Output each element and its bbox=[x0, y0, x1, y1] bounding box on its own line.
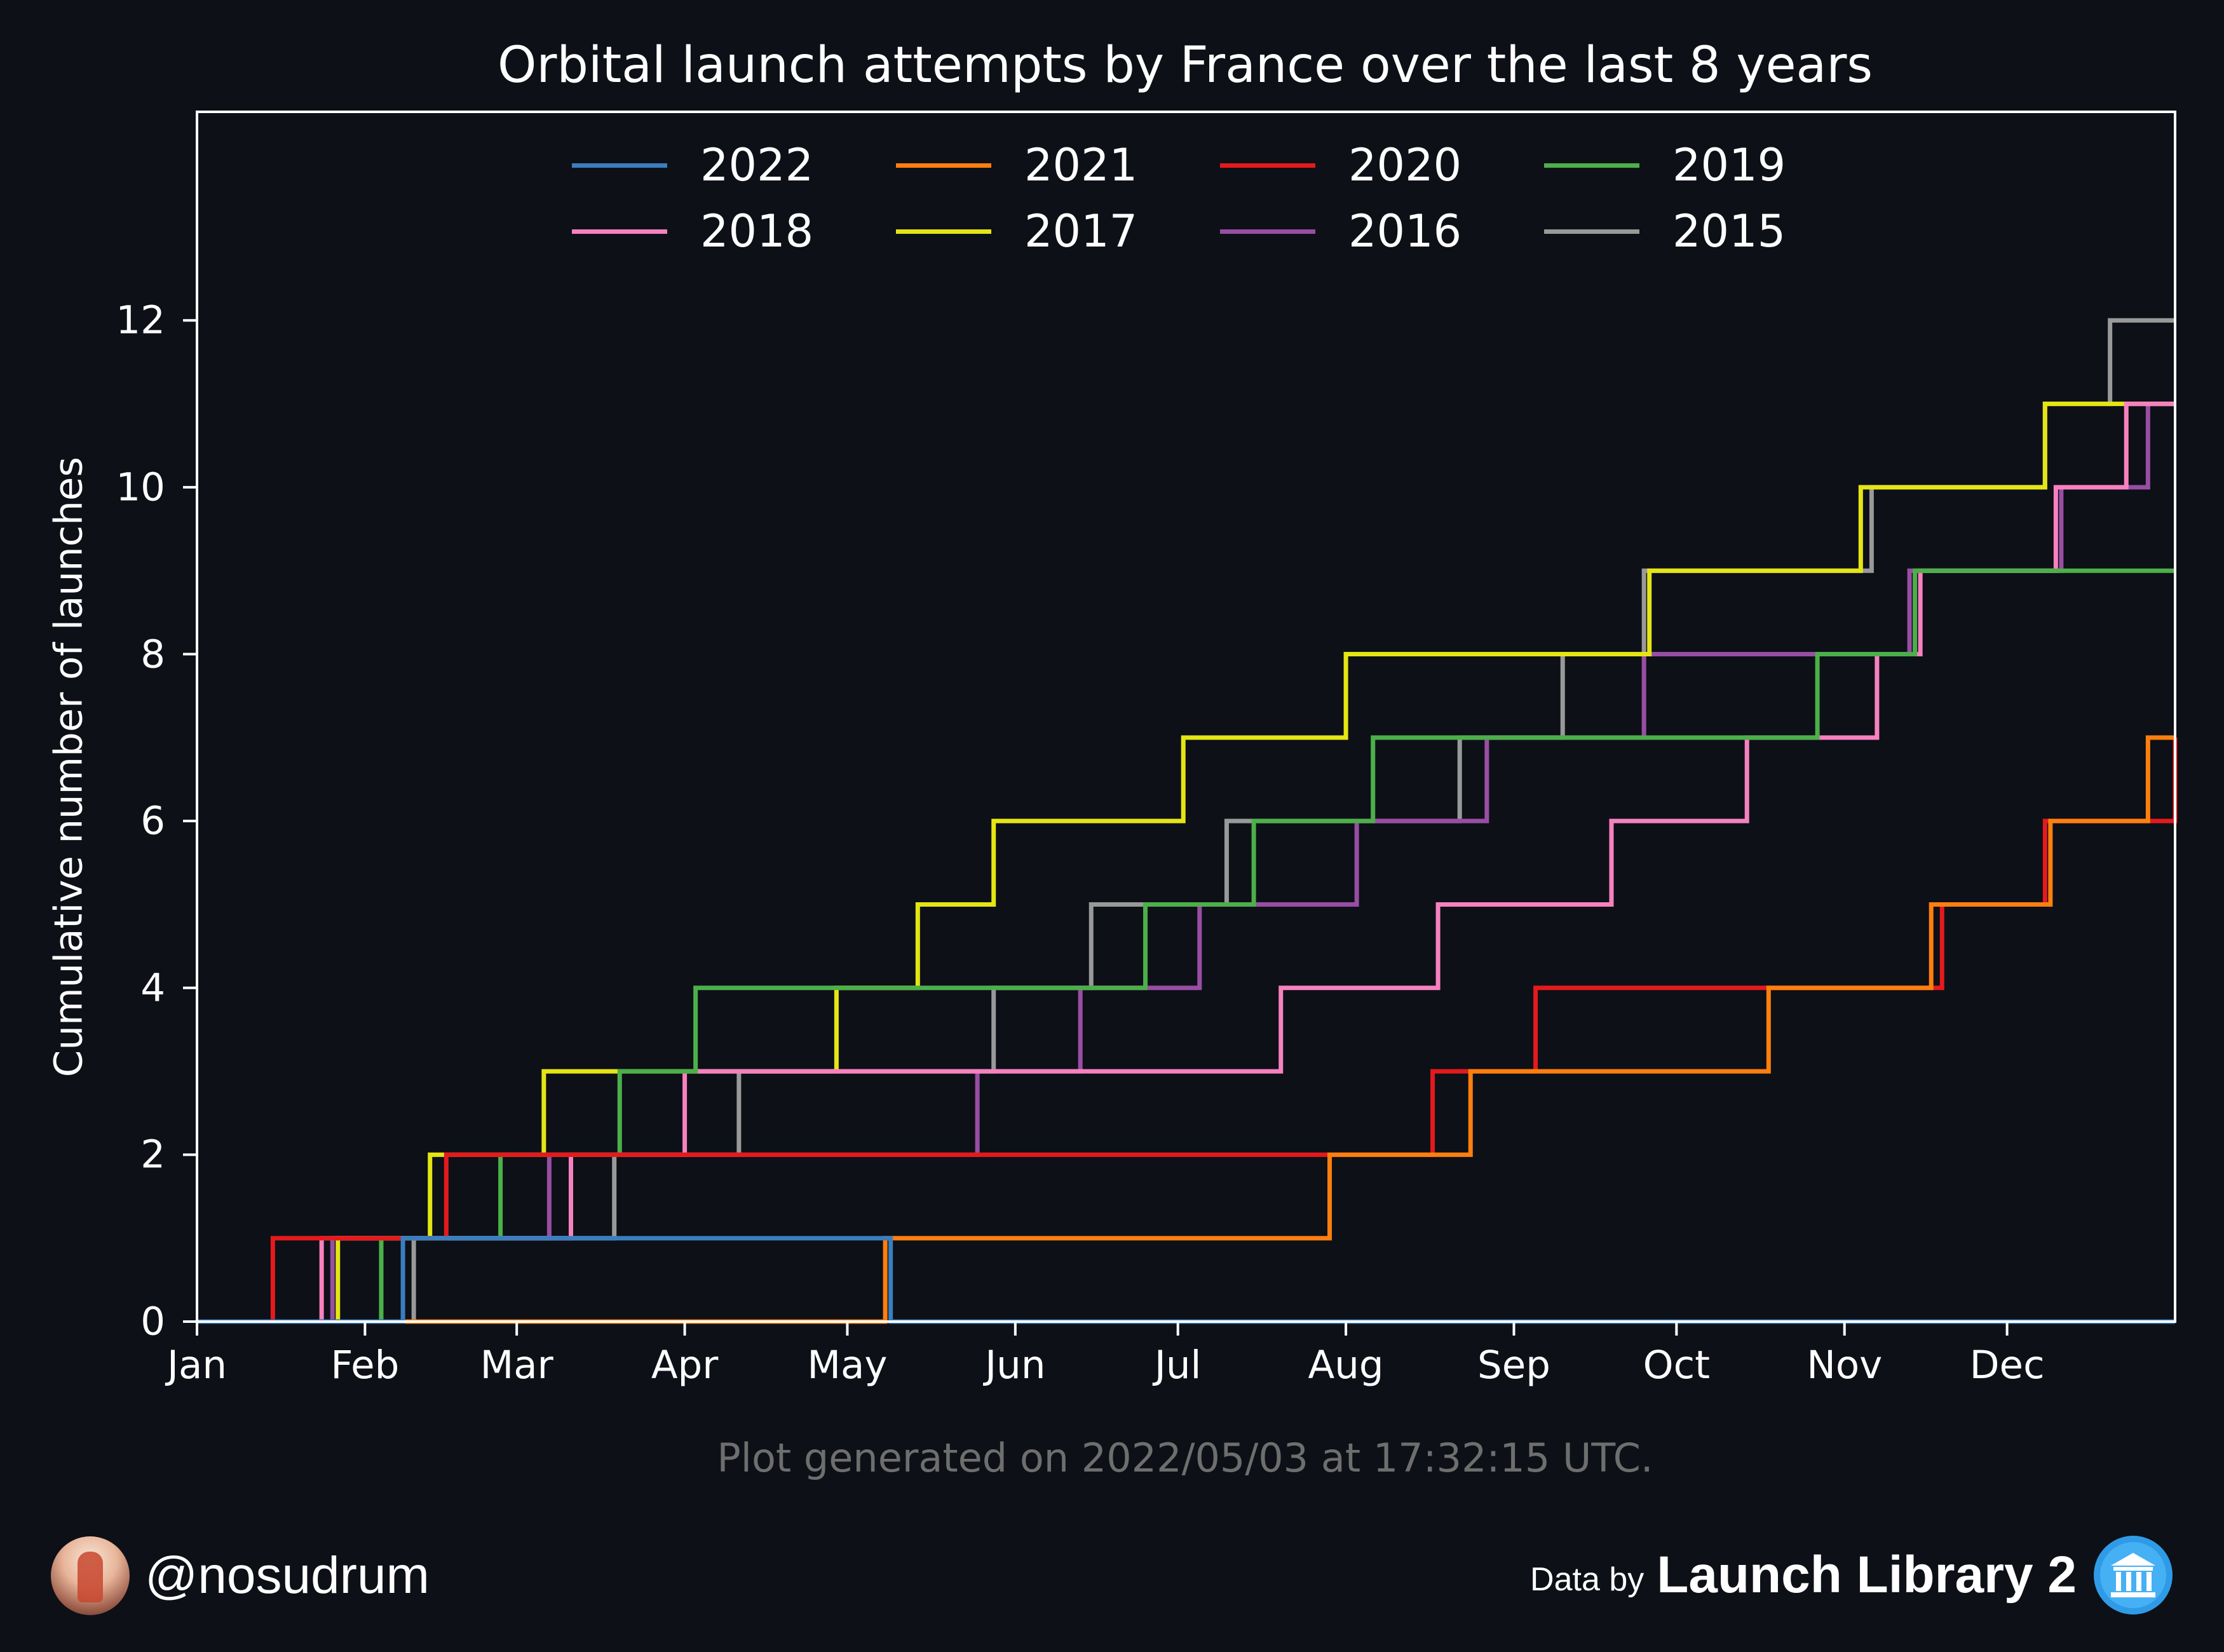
legend-item-2022: 2022 bbox=[572, 140, 813, 191]
series-line-2016 bbox=[197, 402, 2175, 1324]
x-tick-label-nov: Nov bbox=[1807, 1343, 1883, 1388]
x-tick-label-mar: Mar bbox=[480, 1343, 553, 1388]
legend-label-2016: 2016 bbox=[1348, 205, 1462, 257]
author-handle: @nosudrum bbox=[51, 1536, 430, 1615]
legend-swatch-2019 bbox=[1544, 163, 1639, 168]
x-tick-label-jun: Jun bbox=[985, 1343, 1046, 1388]
series-line-2021 bbox=[197, 735, 2175, 1324]
y-tick-label-6: 6 bbox=[140, 798, 165, 844]
series-line-2018 bbox=[197, 402, 2175, 1324]
legend-item-2016: 2016 bbox=[1220, 206, 1461, 257]
credit-name: Launch Library 2 bbox=[1657, 1546, 2077, 1604]
legend-swatch-2018 bbox=[572, 229, 667, 234]
x-tick-label-dec: Dec bbox=[1969, 1343, 2045, 1388]
legend-label-2022: 2022 bbox=[700, 139, 814, 191]
legend-swatch-2016 bbox=[1220, 229, 1315, 234]
legend-item-2018: 2018 bbox=[572, 206, 813, 257]
y-tick-label-8: 8 bbox=[140, 632, 165, 677]
astronaut-avatar-icon bbox=[51, 1536, 130, 1615]
x-tick-label-aug: Aug bbox=[1308, 1343, 1384, 1388]
chart-legend: 2022 2021 2020 2019 2018 2017 2016 2015 bbox=[572, 140, 1843, 267]
legend-label-2021: 2021 bbox=[1024, 139, 1138, 191]
series-line-2017 bbox=[197, 402, 2175, 1324]
legend-item-2015: 2015 bbox=[1544, 206, 1786, 257]
x-tick-label-feb: Feb bbox=[330, 1343, 400, 1388]
data-credit: Data by Launch Library 2 bbox=[1530, 1534, 2174, 1616]
handle-text: @nosudrum bbox=[145, 1547, 430, 1604]
series-line-2020 bbox=[197, 737, 2178, 1324]
legend-label-2020: 2020 bbox=[1348, 139, 1462, 191]
footnote: Plot generated on 2022/05/03 at 17:32:15… bbox=[717, 1435, 1653, 1481]
x-tick-label-may: May bbox=[807, 1343, 888, 1388]
legend-item-2021: 2021 bbox=[896, 140, 1137, 191]
y-tick-label-4: 4 bbox=[140, 965, 165, 1011]
legend-label-2017: 2017 bbox=[1024, 205, 1138, 257]
legend-label-2019: 2019 bbox=[1672, 139, 1786, 191]
legend-swatch-2017 bbox=[896, 229, 991, 234]
legend-label-2015: 2015 bbox=[1672, 205, 1786, 257]
x-tick-label-sep: Sep bbox=[1477, 1343, 1550, 1388]
legend-swatch-2020 bbox=[1220, 163, 1315, 168]
series-line-2022 bbox=[197, 1236, 2175, 1324]
x-tick-label-oct: Oct bbox=[1643, 1343, 1711, 1388]
y-tick-label-2: 2 bbox=[140, 1132, 165, 1177]
chart-title: Orbital launch attempts by France over t… bbox=[497, 37, 1873, 94]
legend-swatch-2015 bbox=[1544, 229, 1639, 234]
legend-swatch-2022 bbox=[572, 163, 667, 168]
legend-item-2020: 2020 bbox=[1220, 140, 1461, 191]
series-line-2019 bbox=[197, 568, 2175, 1324]
plot-frame bbox=[196, 111, 2176, 1323]
y-axis-label: Cumulative number of launches bbox=[46, 456, 92, 1078]
x-tick-label-apr: Apr bbox=[651, 1343, 719, 1388]
x-tick-label-jul: Jul bbox=[1154, 1343, 1202, 1388]
x-tick-label-jan: Jan bbox=[166, 1343, 227, 1388]
library-building-icon bbox=[2094, 1536, 2173, 1615]
y-tick-label-10: 10 bbox=[116, 464, 165, 510]
y-tick-label-12: 12 bbox=[116, 297, 165, 343]
legend-swatch-2021 bbox=[896, 163, 991, 168]
series-line-2015 bbox=[197, 318, 2175, 1324]
legend-item-2017: 2017 bbox=[896, 206, 1137, 257]
legend-label-2018: 2018 bbox=[700, 205, 814, 257]
credit-prefix: Data by bbox=[1530, 1561, 1644, 1598]
legend-item-2019: 2019 bbox=[1544, 140, 1786, 191]
y-tick-label-0: 0 bbox=[140, 1299, 165, 1344]
